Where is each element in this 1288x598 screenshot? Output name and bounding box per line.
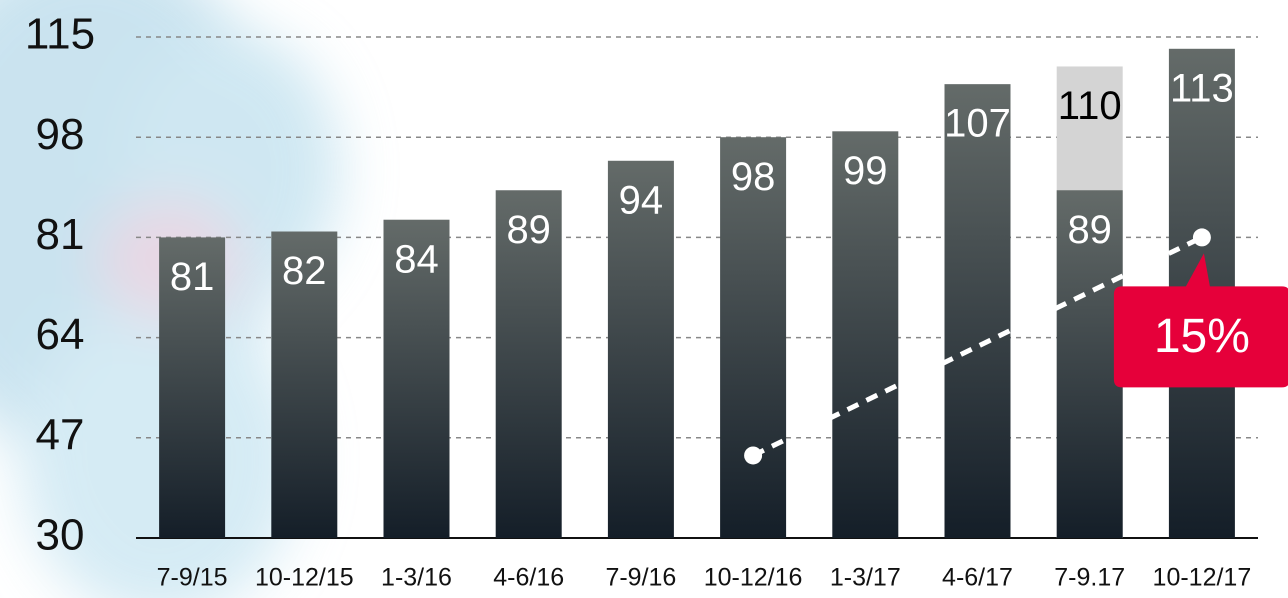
bar: [271, 231, 338, 538]
x-tick-label: 10-12/17: [1153, 564, 1252, 592]
x-tick-label: 1-3/16: [381, 564, 452, 592]
trend-point: [1192, 228, 1211, 247]
callout-box: [1113, 253, 1288, 388]
x-tick-label: 4-6/17: [942, 564, 1013, 592]
value-label: 113: [1170, 66, 1234, 110]
value-label: 107: [944, 102, 1011, 146]
value-label: 82: [282, 249, 327, 293]
bar: [159, 237, 226, 538]
value-label: 81: [170, 255, 215, 299]
x-tick-label: 1-3/17: [830, 564, 901, 592]
value-label: 99: [843, 149, 888, 193]
trend-point: [744, 446, 763, 465]
x-tick-label: 7-9/15: [157, 564, 228, 592]
value-label: 84: [394, 237, 439, 281]
x-tick-label: 7-9.17: [1054, 564, 1125, 592]
y-tick-label: 64: [36, 310, 85, 359]
bar: [607, 160, 674, 538]
x-tick-label: 7-9/16: [605, 564, 676, 592]
x-tick-label: 4-6/16: [493, 564, 564, 592]
value-label: 89: [1067, 208, 1112, 252]
value-label: 110: [1058, 84, 1122, 128]
bar: [1056, 190, 1123, 538]
bar: [383, 219, 450, 538]
y-tick-label: 98: [36, 110, 85, 159]
value-label: 89: [506, 208, 551, 252]
x-tick-label: 10-12/15: [255, 564, 354, 592]
value-label: 94: [619, 178, 664, 222]
bar: [832, 131, 899, 538]
x-tick-label: 10-12/16: [704, 564, 803, 592]
bar: [495, 190, 562, 538]
value-label: 98: [731, 155, 776, 199]
y-tick-label: 30: [36, 511, 85, 560]
y-tick-label: 115: [25, 10, 95, 59]
callout-label: 15%: [1154, 310, 1250, 363]
bar: [944, 84, 1011, 538]
y-tick-label: 47: [36, 410, 85, 459]
bar: [720, 137, 787, 538]
y-tick-label: 81: [36, 210, 85, 259]
